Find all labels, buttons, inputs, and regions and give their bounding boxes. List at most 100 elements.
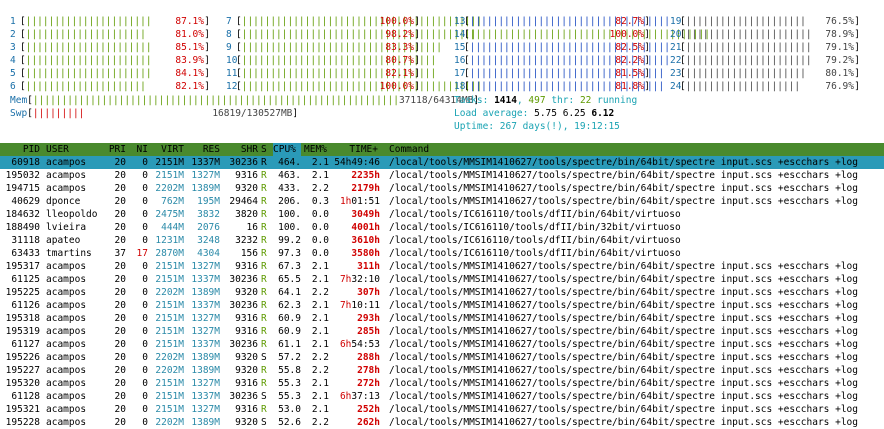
process-row-selected[interactable]: 60918 acampos 20 0 2151M 1337M 30236 R 464. 2.1 54… <box>0 156 884 169</box>
cell-pid: 40629 <box>11 196 40 207</box>
col-command[interactable]: Command <box>389 144 430 155</box>
col-virt[interactable]: VIRT <box>161 144 184 155</box>
cpu-bar-container: [||||||||||||||||||||||||||||||||||| 82.5… <box>464 42 670 53</box>
cell-pid: 195319 <box>5 326 40 337</box>
process-row[interactable]: 195227 acampos 20 0 2202M 1389M 9320 R 55.8 2.2 27… <box>0 364 884 377</box>
cpu-number: 3 <box>10 42 16 53</box>
col-cpu-sorted[interactable]: CPU% <box>273 143 301 156</box>
col-ni[interactable]: NI <box>136 144 148 155</box>
cell-s: R <box>261 157 267 168</box>
cpu-bar-container: [|||||||||||||||||||||| 83.9%] <box>20 55 210 66</box>
process-row[interactable]: 195228 acampos 20 0 2202M 1389M 9320 S 52.6 2.2 26… <box>0 416 884 429</box>
cell-shr: 9320 <box>235 352 258 363</box>
process-row[interactable]: 61126 acampos 20 0 2151M 1337M 30236 R 62.3 2.1 7h… <box>0 299 884 312</box>
cell-time: 2179h <box>351 183 380 194</box>
process-row[interactable]: 188490 lvieira 20 0 444M 2076 16 R 100. 0.0 4001h /… <box>0 221 884 234</box>
cpu-percent: 82.1% <box>385 68 414 79</box>
cell-virt: 762M <box>161 196 184 207</box>
cpu-number: 10 <box>226 55 238 66</box>
process-row[interactable]: 195317 acampos 20 0 2151M 1327M 9316 R 67.3 2.1 31… <box>0 260 884 273</box>
cpu-meter-13: 13 [||||||||||||||||||||||||||||||||||| 82… <box>454 15 670 28</box>
cell-shr: 30236 <box>229 274 258 285</box>
cpu-percent: 81.8% <box>615 81 644 92</box>
process-row[interactable]: 195226 acampos 20 0 2202M 1389M 9320 S 57.2 2.2 28… <box>0 351 884 364</box>
process-row[interactable]: 184632 lleopoldo 20 0 2475M 3832 3820 R 100. 0.0 3… <box>0 208 884 221</box>
cell-time: 293h <box>357 313 380 324</box>
col-pri[interactable]: PRI <box>108 144 126 155</box>
cell-s: R <box>261 235 267 246</box>
cpu-percent: 81.5% <box>615 68 644 79</box>
cell-ni: 0 <box>142 313 148 324</box>
cpu-number: 7 <box>226 16 232 27</box>
cpu-percent: 80.1% <box>825 68 854 79</box>
cell-virt: 2202M <box>155 183 184 194</box>
cell-virt: 2151M <box>155 326 184 337</box>
cell-shr: 9320 <box>235 417 258 428</box>
cell-s: R <box>261 300 267 311</box>
col-shr[interactable]: SHR <box>240 144 258 155</box>
process-row[interactable]: 61127 acampos 20 0 2151M 1337M 30236 R 61.1 2.1 6h… <box>0 338 884 351</box>
process-row[interactable]: 195225 acampos 20 0 2202M 1389M 9320 R 64.1 2.2 30… <box>0 286 884 299</box>
cell-mem: 2.1 <box>311 404 329 415</box>
cell-res: 1327M <box>191 378 220 389</box>
cell-pri: 20 <box>114 365 126 376</box>
cpu-number: 21 <box>670 42 682 53</box>
process-row[interactable]: 195319 acampos 20 0 2151M 1327M 9316 R 60.9 2.1 28… <box>0 325 884 338</box>
col-state[interactable]: S <box>261 144 267 155</box>
cpu-bar: ||||||||||||||||||||||||||||||||||||||||… <box>241 16 482 27</box>
cell-s: S <box>261 417 267 428</box>
cell-pid: 63433 <box>11 248 40 259</box>
cell-user: acampos <box>46 352 87 363</box>
cell-pid: 188490 <box>5 222 40 233</box>
cpu-percent: 79.1% <box>825 42 854 53</box>
cell-s: R <box>261 196 267 207</box>
cell-mem: 2.1 <box>311 261 329 272</box>
cell-s: R <box>261 365 267 376</box>
process-row[interactable]: 61125 acampos 20 0 2151M 1337M 30236 R 65.5 2.1 7h… <box>0 273 884 286</box>
cell-shr: 30236 <box>229 300 258 311</box>
cell-pid: 195227 <box>5 365 40 376</box>
cell-mem: 2.1 <box>311 339 329 350</box>
cell-pid: 61126 <box>11 300 40 311</box>
cell-s: R <box>261 222 267 233</box>
process-row[interactable]: 61128 acampos 20 0 2151M 1337M 30236 S 55.3 2.1 6h… <box>0 390 884 403</box>
cpu-bar-container: [|||||||||||||||||||| 76.9%] <box>680 81 860 92</box>
cpu-meter-5: 5 [|||||||||||||||||||||| 84.1%] <box>10 67 210 80</box>
process-row[interactable]: 31118 apateo 20 0 1231M 3248 3232 R 99.2 0.0 3610h… <box>0 234 884 247</box>
cell-res: 1389M <box>191 287 220 298</box>
col-pid[interactable]: PID <box>22 144 40 155</box>
cell-pid: 195032 <box>5 170 40 181</box>
cpu-meter-14: 14 [|||||||||||||||||||||||||||||||||||||… <box>454 28 710 41</box>
cpu-bar-container: [||||||||||||||||||||| 80.1%] <box>680 68 860 79</box>
cell-cpu: 206. <box>278 196 301 207</box>
cell-s: R <box>261 313 267 324</box>
col-res[interactable]: RES <box>202 144 220 155</box>
cell-user: apateo <box>46 235 81 246</box>
cpu-meter-22: 22 [|||||||||||||||||||||| 79.2%] <box>670 54 860 67</box>
cell-user: acampos <box>46 157 87 168</box>
cell-res: 1327M <box>191 170 220 181</box>
process-row[interactable]: 195320 acampos 20 0 2151M 1327M 9316 R 55.3 2.1 27… <box>0 377 884 390</box>
col-mem[interactable]: MEM% <box>304 144 327 155</box>
cell-shr: 156 <box>240 248 258 259</box>
cpu-meter-7: 7 [||||||||||||||||||||||||||||||||||||||… <box>226 15 482 28</box>
cell-mem: 2.1 <box>311 313 329 324</box>
cpu-meter-12: 12 [|||||||||||||||||||||||||||||||||||||… <box>226 80 482 93</box>
col-user[interactable]: USER <box>46 144 69 155</box>
cell-pid: 195225 <box>5 287 40 298</box>
cpu-bar: ||||||||||||||||||||||||||||||||||| <box>469 55 670 66</box>
process-row[interactable]: 40629 dponce 20 0 762M 195M 29464 R 206. 0.3 1h01:… <box>0 195 884 208</box>
cell-pid: 31118 <box>11 235 40 246</box>
process-row[interactable]: 194715 acampos 20 0 2202M 1389M 9320 R 433. 2.2 21… <box>0 182 884 195</box>
cell-pri: 20 <box>114 313 126 324</box>
cell-cmd: /local/tools/MMSIM1410627/tools/spectre/… <box>389 157 858 168</box>
cell-virt: 2202M <box>155 417 184 428</box>
col-time[interactable]: TIME+ <box>349 144 378 155</box>
process-row[interactable]: 195318 acampos 20 0 2151M 1327M 9316 R 60.9 2.1 29… <box>0 312 884 325</box>
process-row[interactable]: 63433 tmartins 37 17 2870M 4304 156 R 97.3 0.0 358… <box>0 247 884 260</box>
process-row[interactable]: 195032 acampos 20 0 2151M 1327M 9316 R 463. 2.1 22… <box>0 169 884 182</box>
cell-user: acampos <box>46 313 87 324</box>
process-row[interactable]: 195321 acampos 20 0 2151M 1327M 9316 R 53.0 2.1 25… <box>0 403 884 416</box>
cpu-meter-6: 6 [||||||||||||||||||||| 82.1%] <box>10 80 210 93</box>
cell-user: acampos <box>46 261 87 272</box>
